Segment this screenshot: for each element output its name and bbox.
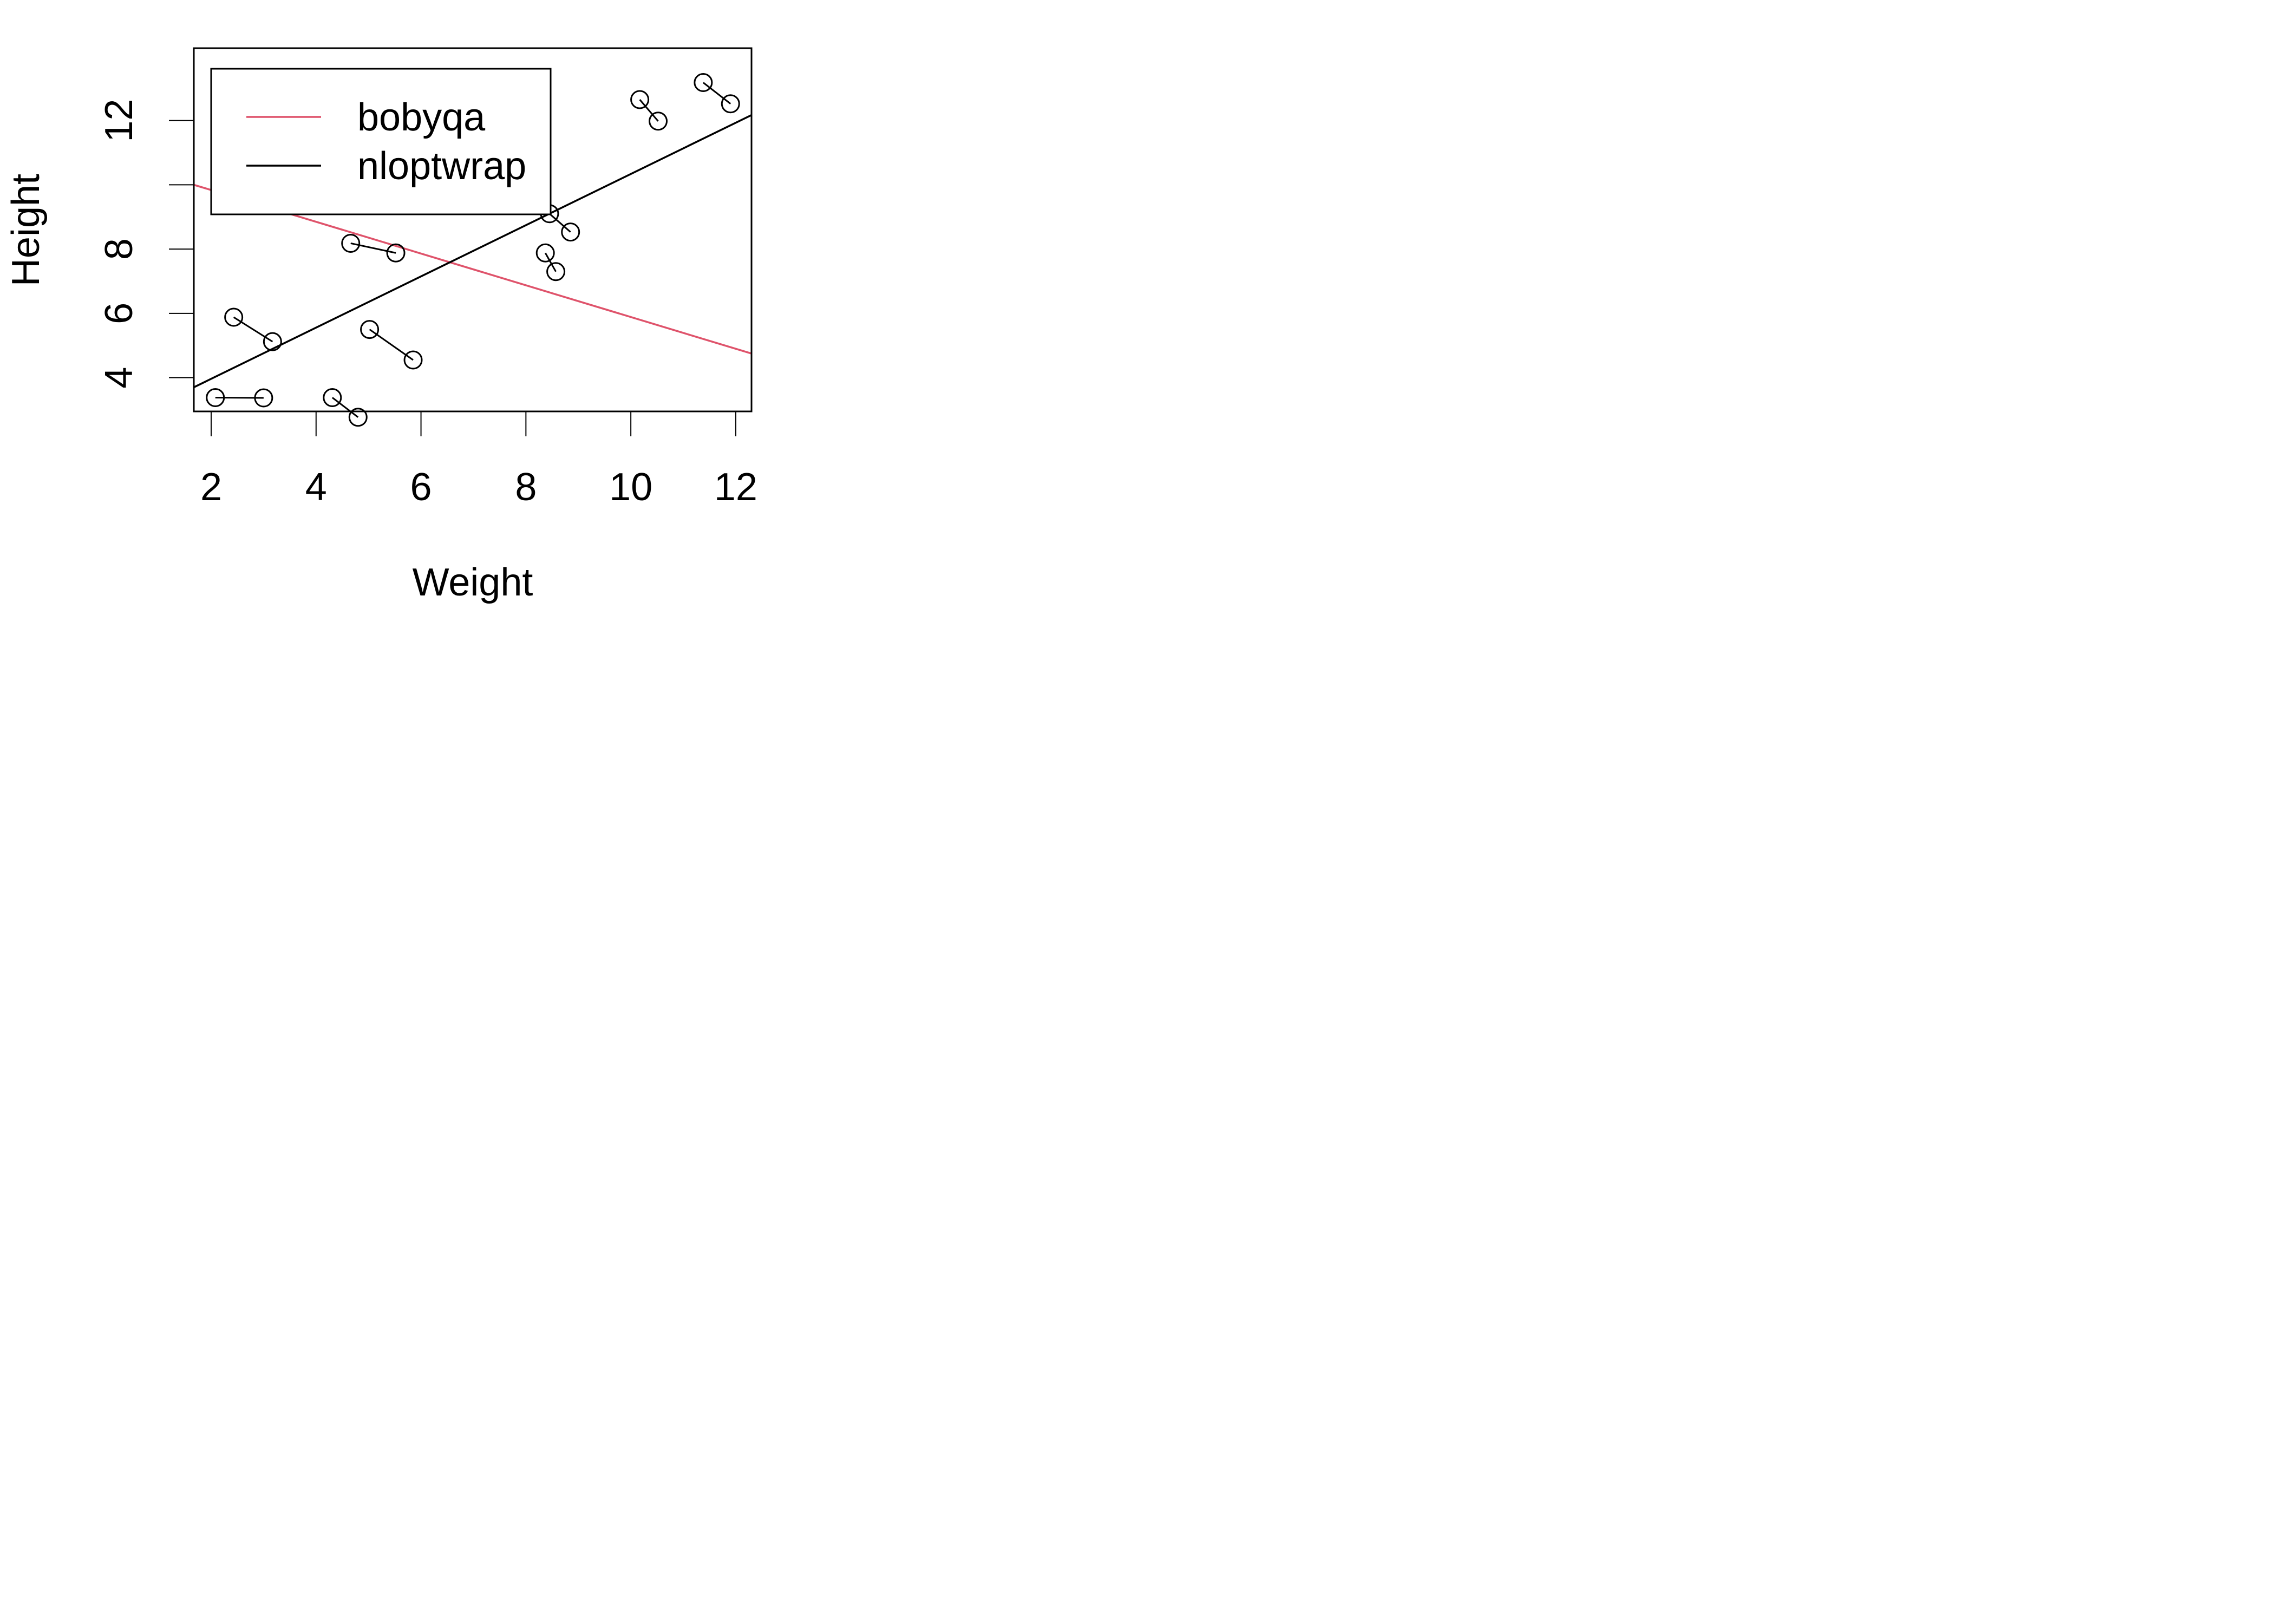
data-point xyxy=(561,222,580,242)
data-point xyxy=(630,90,650,109)
pair-segment xyxy=(548,213,571,233)
x-tick-label: 12 xyxy=(714,466,757,509)
pair-segment xyxy=(702,82,731,104)
axis-ticks: 2 4 6 8 10 12 4 6 8 12 xyxy=(97,99,757,509)
legend: bobyqa nloptwrap xyxy=(210,68,552,215)
plot-box xyxy=(193,47,753,412)
y-axis-title: Height xyxy=(4,174,48,286)
legend-label: bobyqa xyxy=(357,96,486,139)
x-tick-label: 10 xyxy=(609,466,652,509)
pair-segment xyxy=(639,99,659,122)
data-point xyxy=(694,73,713,93)
data-point xyxy=(263,332,282,351)
scatter-chart: 2 4 6 8 10 12 4 6 8 12 bobyqa nloptwrap Weight Hei… xyxy=(4,47,757,604)
pair-segment xyxy=(544,252,557,272)
data-point xyxy=(224,307,244,327)
data-point xyxy=(403,350,423,370)
pair-segment xyxy=(331,397,359,418)
data-point xyxy=(254,388,273,408)
x-tick-label: 8 xyxy=(515,466,537,509)
y-tick-label: 4 xyxy=(97,367,141,389)
x-axis-title: Weight xyxy=(413,561,533,604)
pair-segment xyxy=(350,242,396,254)
legend-label: nloptwrap xyxy=(357,145,526,188)
fit-line-nloptwrap xyxy=(194,114,752,389)
x-tick-label: 2 xyxy=(200,466,222,509)
data-point xyxy=(721,94,740,114)
data-point xyxy=(206,388,225,407)
data-point xyxy=(341,233,361,253)
y-tick-label: 12 xyxy=(97,99,141,142)
data-point xyxy=(360,320,380,339)
x-tick-label: 4 xyxy=(305,466,327,509)
y-tick-label: 6 xyxy=(97,303,141,324)
data-point xyxy=(348,408,368,427)
pair-segment xyxy=(233,316,273,343)
x-tick-label: 6 xyxy=(410,466,432,509)
data-point xyxy=(546,262,566,281)
data-point xyxy=(386,243,406,263)
data-point xyxy=(649,112,668,131)
data-point xyxy=(535,243,555,263)
legend-box xyxy=(210,68,552,215)
y-tick-label: 8 xyxy=(97,238,141,260)
data-point xyxy=(323,388,342,407)
pair-segment xyxy=(215,396,264,399)
